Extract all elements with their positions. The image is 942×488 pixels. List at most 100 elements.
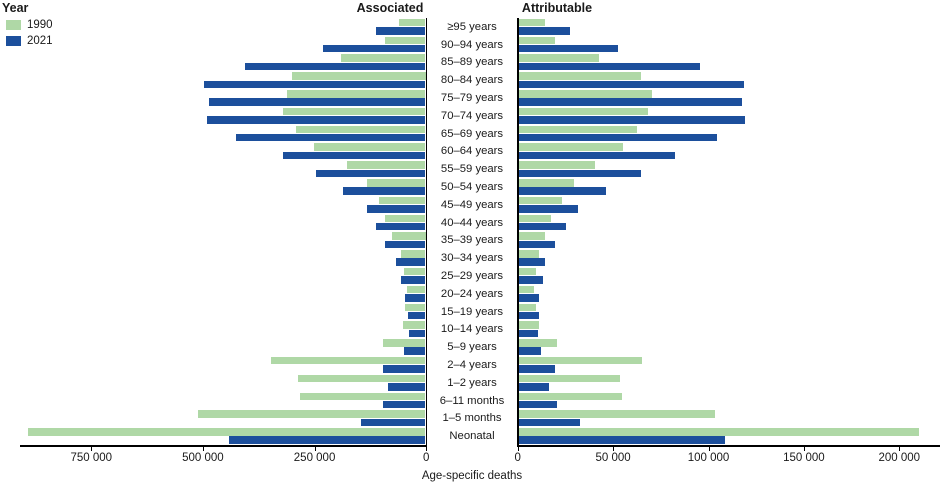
axis-tick-label: 500 000 <box>182 452 224 464</box>
bar-associated-2021 <box>396 258 426 266</box>
age-group-label: 2–4 years <box>447 358 497 371</box>
axis-tick-label: 150 000 <box>783 452 825 464</box>
age-group-label: 25–29 years <box>440 269 504 282</box>
bar-attributable-2021 <box>518 311 540 320</box>
bar-associated-1990 <box>287 90 426 98</box>
bar-associated-1990 <box>313 143 426 151</box>
bar-attributable-1990 <box>518 321 540 329</box>
bar-attributable-1990 <box>518 54 599 62</box>
bar-associated-2021 <box>367 205 426 213</box>
bar-associated-1990 <box>405 303 426 312</box>
axis-tick <box>314 446 316 451</box>
bar-associated-1990 <box>27 428 426 436</box>
age-group-label: 70–74 years <box>440 109 504 122</box>
axis-tick <box>803 446 805 451</box>
bar-attributable-2021 <box>518 27 570 35</box>
bar-associated-1990 <box>295 125 426 134</box>
bar-attributable-2021 <box>518 205 578 213</box>
bar-attributable-2021 <box>518 329 538 338</box>
bar-attributable-2021 <box>518 258 546 266</box>
axis-tick-label: 250 000 <box>293 452 336 464</box>
bar-associated-2021 <box>208 98 426 106</box>
bar-associated-1990 <box>298 374 426 383</box>
axis-tick-label: 50 000 <box>595 452 631 464</box>
legend-label-1990: 1990 <box>27 19 53 31</box>
bar-associated-2021 <box>407 311 426 320</box>
bar-attributable-1990 <box>518 410 715 418</box>
bar-associated-2021 <box>228 436 426 444</box>
bar-associated-1990 <box>385 214 426 223</box>
bar-attributable-1990 <box>518 374 620 383</box>
bar-associated-2021 <box>387 383 426 391</box>
bar-associated-1990 <box>291 72 426 80</box>
axis-tick <box>517 446 519 451</box>
bar-attributable-2021 <box>518 62 700 71</box>
bar-associated-2021 <box>383 365 426 373</box>
axis-tick-label: 100 000 <box>687 452 730 464</box>
bar-attributable-2021 <box>518 169 641 178</box>
age-group-label: 35–39 years <box>440 234 504 247</box>
age-group-label: 50–54 years <box>440 181 504 194</box>
bar-attributable-1990 <box>518 267 536 276</box>
age-group-label: Neonatal <box>449 430 495 443</box>
bar-attributable-2021 <box>518 418 580 427</box>
bar-associated-2021 <box>342 187 426 195</box>
bar-attributable-1990 <box>518 250 540 258</box>
bar-attributable-1990 <box>518 18 546 27</box>
bar-associated-1990 <box>406 285 426 294</box>
bar-associated-2021 <box>204 80 426 89</box>
bar-associated-1990 <box>300 392 426 401</box>
bar-associated-1990 <box>403 321 426 329</box>
bar-associated-2021 <box>383 400 426 409</box>
bar-associated-1990 <box>340 54 426 62</box>
bar-attributable-2021 <box>518 222 567 231</box>
x-axis-label: Age-specific deaths <box>421 470 523 482</box>
bar-attributable-2021 <box>518 294 540 302</box>
bar-attributable-2021 <box>518 383 550 391</box>
bar-attributable-1990 <box>518 125 637 134</box>
bar-attributable-1990 <box>518 196 563 205</box>
age-group-label: 30–34 years <box>440 252 504 265</box>
bar-associated-2021 <box>405 294 426 302</box>
right-panel-title: Attributable <box>521 1 593 15</box>
legend-item-1990: 1990 <box>2 18 53 32</box>
axis-tick-label: 0 <box>514 452 521 464</box>
age-group-label: 1–2 years <box>447 376 497 389</box>
bar-attributable-2021 <box>518 116 746 124</box>
bar-associated-2021 <box>244 62 426 71</box>
bar-attributable-2021 <box>518 44 618 53</box>
bar-attributable-1990 <box>518 107 649 116</box>
associated-x-axis <box>20 445 427 447</box>
bar-attributable-2021 <box>518 80 744 89</box>
bar-attributable-1990 <box>518 161 595 169</box>
legend-label-2021: 2021 <box>27 35 53 47</box>
bar-attributable-2021 <box>518 240 555 249</box>
axis-tick-label: 0 <box>423 452 430 464</box>
bar-attributable-2021 <box>518 365 555 373</box>
axis-tick <box>202 446 204 451</box>
axis-tick-label: 200 000 <box>878 452 921 464</box>
bar-associated-1990 <box>398 18 426 27</box>
age-group-label: 1–5 months <box>442 412 502 425</box>
axis-tick <box>91 446 93 451</box>
legend-swatch-2021 <box>6 36 21 46</box>
bar-associated-2021 <box>322 44 426 53</box>
bar-attributable-1990 <box>518 356 643 365</box>
bar-attributable-2021 <box>518 187 607 195</box>
bar-associated-1990 <box>383 339 426 347</box>
legend-item-2021: 2021 <box>2 34 53 48</box>
bar-attributable-1990 <box>518 214 551 223</box>
bar-associated-1990 <box>404 267 426 276</box>
bar-attributable-1990 <box>518 179 574 187</box>
bar-attributable-2021 <box>518 98 742 106</box>
bar-associated-1990 <box>392 232 426 240</box>
associated-zero-axis <box>425 18 427 447</box>
age-group-label: 85–89 years <box>440 56 504 69</box>
bar-associated-2021 <box>316 169 426 178</box>
bar-associated-2021 <box>282 151 426 160</box>
bar-attributable-2021 <box>518 436 725 444</box>
bar-associated-1990 <box>367 179 426 187</box>
bar-associated-1990 <box>197 410 426 418</box>
